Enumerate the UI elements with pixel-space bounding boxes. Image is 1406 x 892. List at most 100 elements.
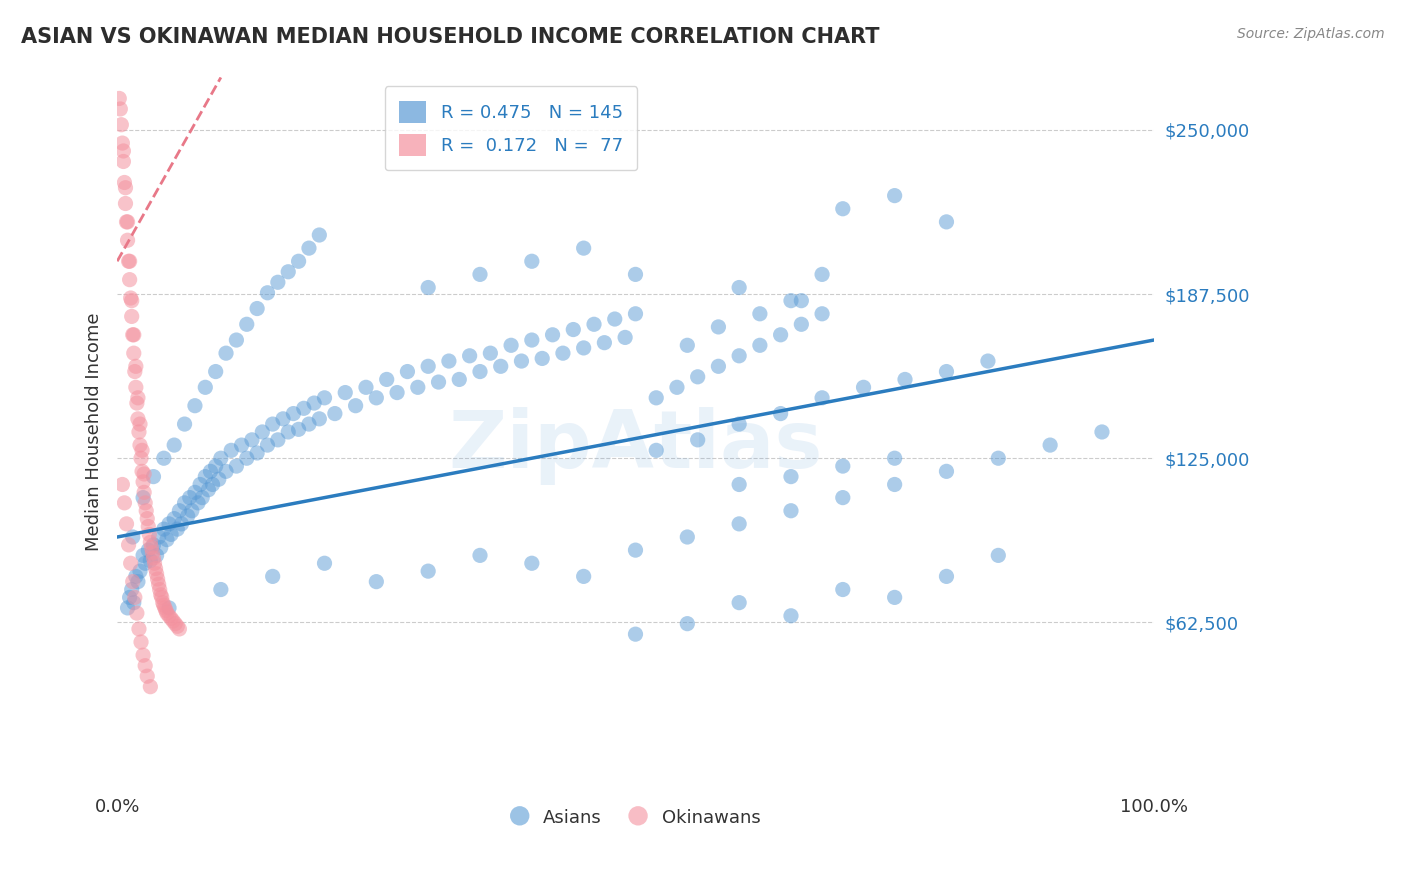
Point (748, 338, 770, 352)
Point (468, 549, 491, 563)
Point (1039, 438, 1062, 452)
Point (132, 648, 155, 663)
Point (831, 491, 853, 505)
Point (707, 359, 730, 374)
Point (614, 330, 637, 344)
Point (162, 614, 184, 628)
Point (163, 438, 186, 452)
Point (427, 375, 450, 389)
Point (157, 608, 180, 623)
Point (157, 516, 180, 531)
Point (114, 180, 136, 194)
Point (780, 293, 803, 308)
Point (728, 349, 751, 363)
Point (894, 372, 917, 386)
Point (935, 464, 957, 478)
Point (489, 359, 512, 374)
Point (344, 399, 367, 413)
Point (117, 538, 139, 552)
Point (112, 144, 135, 158)
Point (114, 496, 136, 510)
Point (136, 519, 159, 533)
Point (246, 301, 269, 316)
Point (728, 596, 751, 610)
Point (572, 241, 595, 255)
Point (728, 477, 751, 491)
Point (256, 438, 278, 452)
Point (686, 369, 709, 384)
Point (468, 268, 491, 282)
Point (197, 483, 219, 497)
Point (551, 346, 574, 360)
Point (127, 412, 149, 426)
Point (129, 451, 152, 466)
Point (153, 599, 176, 613)
Point (240, 433, 263, 447)
Point (624, 543, 647, 558)
Point (883, 477, 905, 491)
Point (831, 202, 853, 216)
Point (219, 443, 242, 458)
Point (153, 522, 176, 536)
Point (136, 669, 159, 683)
Point (134, 658, 156, 673)
Point (201, 477, 224, 491)
Point (831, 459, 853, 474)
Point (120, 556, 142, 570)
Point (406, 380, 429, 394)
Point (110, 102, 132, 116)
Point (520, 333, 543, 347)
Point (375, 372, 398, 386)
Point (236, 451, 259, 466)
Point (166, 619, 188, 633)
Point (852, 380, 875, 394)
Point (143, 556, 166, 570)
Point (811, 307, 834, 321)
Point (115, 516, 138, 531)
Y-axis label: Median Household Income: Median Household Income (86, 313, 103, 551)
Point (267, 275, 290, 289)
Point (225, 333, 247, 347)
Point (118, 591, 141, 605)
Point (129, 438, 152, 452)
Point (117, 254, 139, 268)
Point (121, 574, 143, 589)
Point (149, 588, 172, 602)
Point (437, 354, 460, 368)
Point (267, 433, 290, 447)
Point (121, 530, 143, 544)
Point (132, 475, 155, 489)
Point (134, 496, 156, 510)
Point (510, 354, 533, 368)
Point (811, 268, 834, 282)
Point (283, 407, 305, 421)
Point (246, 446, 269, 460)
Point (314, 391, 336, 405)
Point (935, 569, 957, 583)
Text: Source: ZipAtlas.com: Source: ZipAtlas.com (1237, 27, 1385, 41)
Point (262, 569, 284, 583)
Point (152, 596, 174, 610)
Point (180, 504, 202, 518)
Point (134, 485, 156, 500)
Point (153, 601, 176, 615)
Point (287, 254, 309, 268)
Point (194, 469, 217, 483)
Point (780, 504, 803, 518)
Point (811, 391, 834, 405)
Point (132, 549, 155, 563)
Point (292, 401, 315, 416)
Point (831, 582, 853, 597)
Point (139, 535, 162, 549)
Point (115, 215, 138, 229)
Point (125, 359, 148, 374)
Point (308, 412, 330, 426)
Point (145, 549, 167, 563)
Point (114, 196, 136, 211)
Point (131, 464, 153, 478)
Point (593, 335, 616, 350)
Point (314, 556, 336, 570)
Point (977, 354, 1000, 368)
Point (582, 318, 605, 332)
Point (142, 469, 165, 483)
